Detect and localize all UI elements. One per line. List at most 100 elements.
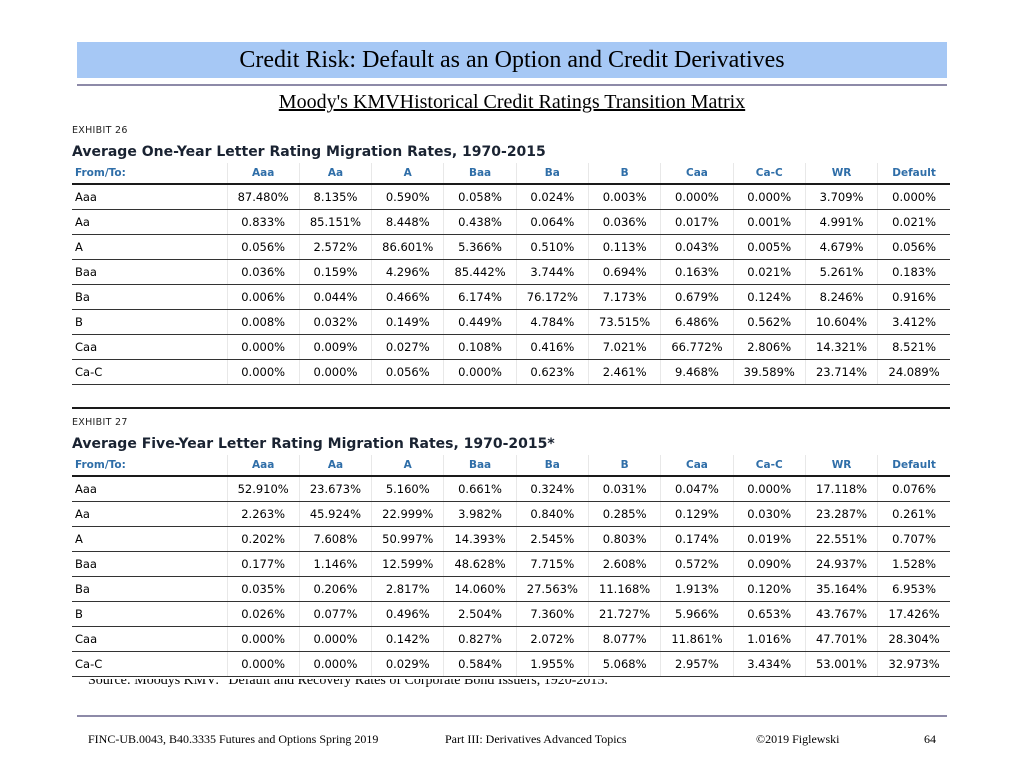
column-header: Ba [515, 455, 589, 477]
column-header: A [371, 455, 444, 477]
table-cell: 2.957% [660, 651, 734, 677]
table-cell: 0.064% [515, 209, 589, 235]
table-row: A 0.056% 2.572% 86.601% 5.366% 0.510% 0.113% 0.… [72, 234, 950, 260]
table-cell: 0.562% [732, 309, 806, 335]
table-cell: 5.261% [804, 259, 878, 285]
column-header: Aaa [226, 455, 300, 477]
table-cell: 66.772% [660, 334, 734, 360]
table-cell: 3.434% [732, 651, 806, 677]
exhibit-one-year: EXHIBIT 26 Average One-Year Letter Ratin… [72, 125, 950, 385]
column-header: WR [804, 163, 878, 185]
table-cell: 0.000% [226, 626, 300, 652]
table-cell: 50.997% [371, 526, 444, 552]
table-cell: 0.005% [732, 234, 806, 260]
table-cell: 2.572% [298, 234, 372, 260]
table-cell: 1.913% [660, 576, 734, 602]
table-cell: 0.047% [660, 476, 734, 502]
table-cell: 21.727% [587, 601, 661, 627]
table-cell: 5.068% [587, 651, 661, 677]
table-cell: 2.608% [587, 551, 661, 577]
title-divider [77, 84, 947, 86]
table-cell: 0.827% [443, 626, 517, 652]
column-header: Ca-C [732, 455, 806, 477]
exhibit-divider [72, 407, 950, 409]
exhibit-title: Average One-Year Letter Rating Migration… [72, 144, 546, 160]
table-header-row: From/To: Aaa Aa A Baa Ba B Caa Ca-C WR Default [72, 163, 950, 185]
migration-table-five-year: From/To: Aaa Aa A Baa Ba B Caa Ca-C WR Default Aaa… [72, 455, 950, 677]
table-cell: 7.608% [298, 526, 372, 552]
footer-page-number: 64 [924, 732, 936, 746]
table-cell: 0.183% [877, 259, 950, 285]
row-rating-label: Aa [72, 501, 227, 527]
table-cell: 0.202% [226, 526, 300, 552]
table-cell: 45.924% [298, 501, 372, 527]
table-cell: 8.135% [298, 184, 372, 210]
table-cell: 4.784% [515, 309, 589, 335]
table-cell: 0.031% [587, 476, 661, 502]
table-cell: 28.304% [877, 626, 950, 652]
table-cell: 9.468% [660, 359, 734, 385]
table-cell: 2.504% [443, 601, 517, 627]
table-cell: 0.000% [732, 476, 806, 502]
exhibit-label: EXHIBIT 26 [72, 125, 128, 136]
table-cell: 14.060% [443, 576, 517, 602]
column-header: Aa [298, 163, 372, 185]
table-cell: 0.056% [877, 234, 950, 260]
row-rating-label: Ca-C [72, 359, 227, 385]
table-cell: 0.124% [732, 284, 806, 310]
table-cell: 4.991% [804, 209, 878, 235]
table-cell: 0.000% [877, 184, 950, 210]
footer-part: Part III: Derivatives Advanced Topics [445, 732, 627, 746]
table-cell: 23.673% [298, 476, 372, 502]
column-header: B [587, 163, 661, 185]
table-cell: 0.623% [515, 359, 589, 385]
table-cell: 6.953% [877, 576, 950, 602]
table-cell: 47.701% [804, 626, 878, 652]
table-row: Aa 0.833% 85.151% 8.448% 0.438% 0.064% 0.036% 0… [72, 209, 950, 235]
row-rating-label: A [72, 234, 227, 260]
slide-subtitle: Moody's KMVHistorical Credit Ratings Tra… [278, 91, 746, 113]
table-row: Ca-C 0.000% 0.000% 0.029% 0.584% 1.955% 5.068%… [72, 651, 950, 677]
table-cell: 0.661% [443, 476, 517, 502]
table-cell: 7.021% [587, 334, 661, 360]
table-cell: 4.296% [371, 259, 444, 285]
table-cell: 14.393% [443, 526, 517, 552]
table-cell: 4.679% [804, 234, 878, 260]
table-cell: 0.163% [660, 259, 734, 285]
row-rating-label: Ca-C [72, 651, 227, 677]
column-header: WR [804, 455, 878, 477]
row-rating-label: B [72, 309, 227, 335]
table-cell: 0.000% [226, 359, 300, 385]
table-cell: 73.515% [587, 309, 661, 335]
table-cell: 43.767% [804, 601, 878, 627]
table-cell: 2.545% [515, 526, 589, 552]
table-cell: 0.707% [877, 526, 950, 552]
table-cell: 8.246% [804, 284, 878, 310]
slide-title: Credit Risk: Default as an Option and Cr… [239, 46, 785, 73]
table-cell: 3.412% [877, 309, 950, 335]
row-rating-label: B [72, 601, 227, 627]
table-cell: 3.982% [443, 501, 517, 527]
table-cell: 0.024% [515, 184, 589, 210]
column-header: Default [877, 455, 950, 477]
table-row: Caa 0.000% 0.009% 0.027% 0.108% 0.416% 7.021% 6… [72, 334, 950, 360]
table-cell: 17.426% [877, 601, 950, 627]
table-cell: 0.679% [660, 284, 734, 310]
table-cell: 0.416% [515, 334, 589, 360]
row-rating-label: Caa [72, 334, 227, 360]
table-cell: 0.044% [298, 284, 372, 310]
table-row: Ba 0.006% 0.044% 0.466% 6.174% 76.172% 7.173% 0… [72, 284, 950, 310]
source-note: Source: Moodys KMV: "Default and Recover… [88, 679, 788, 693]
table-cell: 0.000% [298, 626, 372, 652]
table-cell: 0.008% [226, 309, 300, 335]
column-header: Aa [298, 455, 372, 477]
row-rating-label: Ba [72, 284, 227, 310]
table-cell: 1.528% [877, 551, 950, 577]
exhibit-title: Average Five-Year Letter Rating Migratio… [72, 436, 555, 452]
table-cell: 0.466% [371, 284, 444, 310]
table-cell: 0.000% [226, 334, 300, 360]
exhibit-five-year: EXHIBIT 27 Average Five-Year Letter Rati… [72, 417, 950, 677]
table-cell: 5.966% [660, 601, 734, 627]
table-cell: 0.000% [732, 184, 806, 210]
exhibit-label: EXHIBIT 27 [72, 417, 128, 428]
